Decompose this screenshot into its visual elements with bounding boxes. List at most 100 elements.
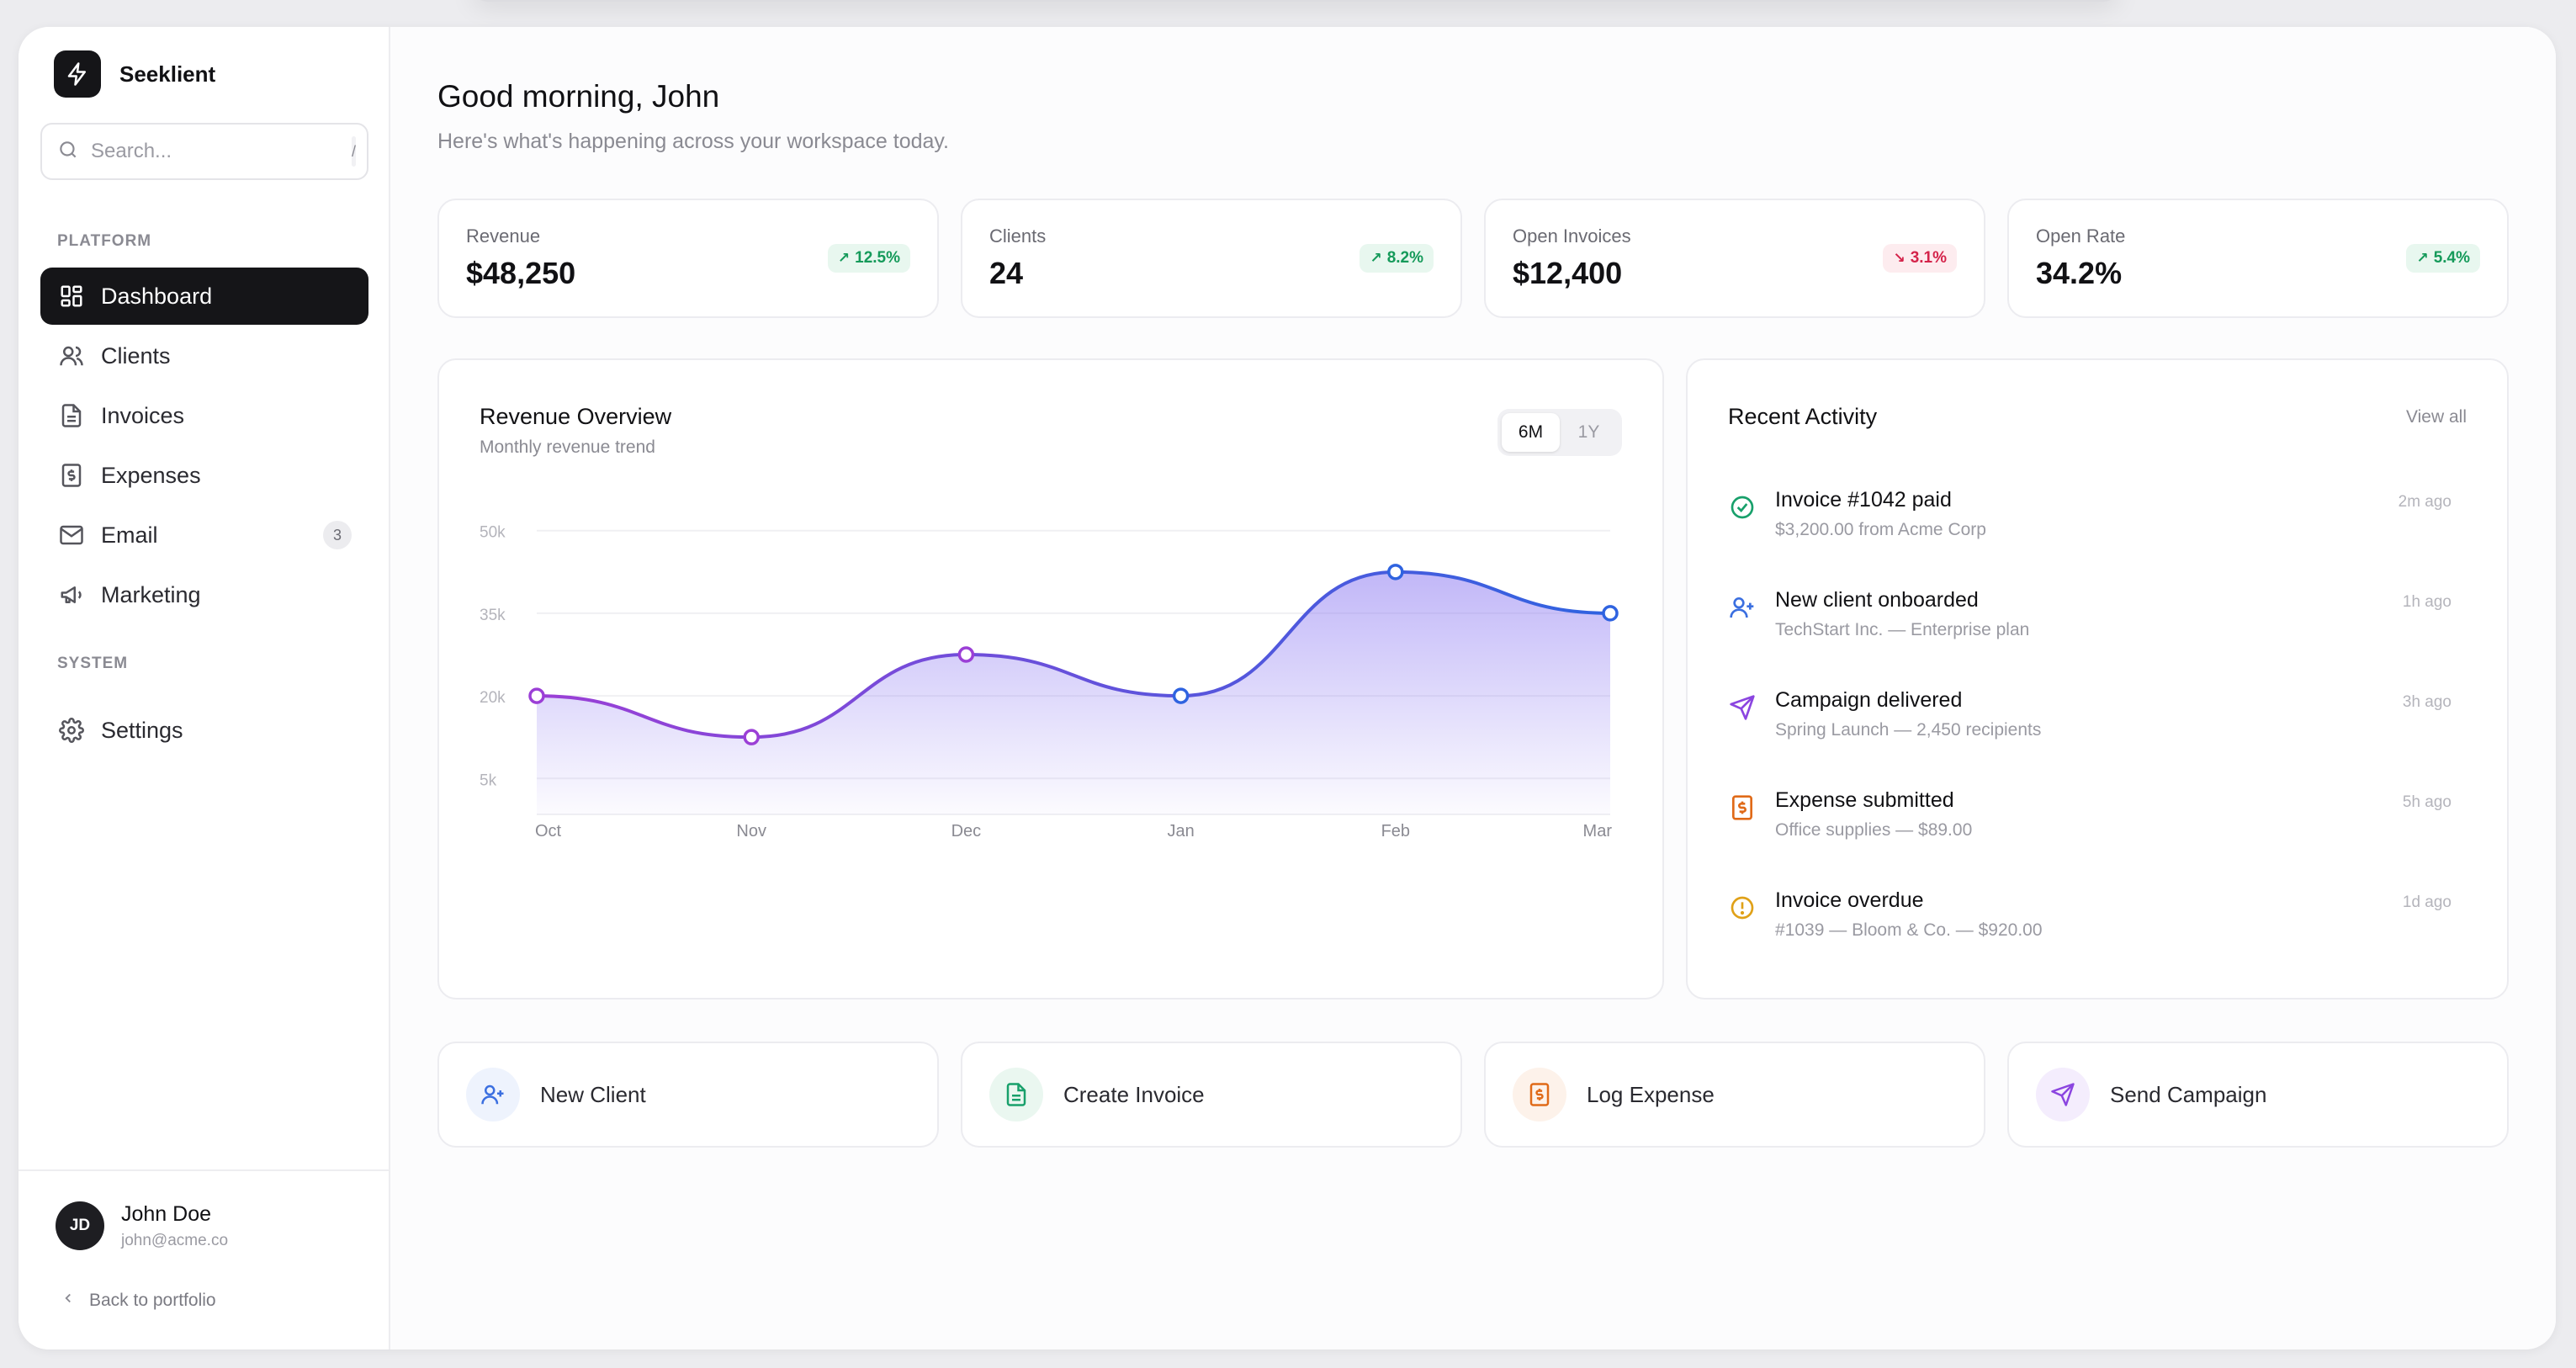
sidebar-item-email[interactable]: Email 3 — [40, 506, 368, 564]
stat-card-open-invoices: Open Invoices $12,400 ↘ 3.1% — [1484, 199, 1985, 318]
activity-desc: TechStart Inc. — Enterprise plan — [1775, 620, 2030, 639]
sidebar-item-invoices[interactable]: Invoices — [40, 387, 368, 444]
lightning-icon — [54, 50, 101, 98]
user-profile[interactable]: JD John Doe john@acme.co — [56, 1201, 228, 1250]
action-label: New Client — [540, 1081, 646, 1107]
alert-circle-icon — [1728, 893, 1757, 922]
series-area — [537, 571, 1610, 814]
page-title: Good morning, John — [437, 79, 720, 114]
sidebar-item-dashboard[interactable]: Dashboard — [40, 268, 368, 325]
data-point — [957, 646, 975, 663]
activity-item[interactable]: Expense submitted Office supplies — $89.… — [1728, 787, 2451, 854]
stat-card-open-rate: Open Rate 34.2% ↗ 5.4% — [2007, 199, 2509, 318]
sidebar-item-clients[interactable]: Clients — [40, 327, 368, 384]
x-tick-label: Feb — [1381, 822, 1410, 840]
data-point — [1602, 605, 1619, 622]
revenue-overview-card: Revenue Overview Monthly revenue trend 6… — [437, 358, 1664, 999]
arrow-up-right-icon: ↗ — [1370, 250, 1382, 266]
file-icon — [57, 401, 86, 430]
range-6m-button[interactable]: 6M — [1502, 413, 1560, 452]
activity-title: Invoice #1042 paid — [1775, 488, 1952, 512]
sidebar-item-label: Clients — [101, 342, 171, 369]
app-window: Seeklient / PLATFORM Dashboard Clients — [19, 27, 2556, 1349]
action-label: Create Invoice — [1063, 1081, 1205, 1107]
sidebar-item-label: Email — [101, 522, 158, 548]
activity-title: Invoice overdue — [1775, 888, 1924, 912]
x-tick-label: Jan — [1167, 822, 1194, 840]
megaphone-icon — [57, 581, 86, 609]
log-expense-button[interactable]: Log Expense — [1484, 1042, 1985, 1148]
create-invoice-button[interactable]: Create Invoice — [961, 1042, 1462, 1148]
x-tick-label: Nov — [736, 822, 766, 840]
activity-time: 5h ago — [2402, 793, 2451, 811]
activity-item[interactable]: Campaign delivered Spring Launch — 2,450… — [1728, 687, 2451, 754]
receipt-dollar-icon — [57, 461, 86, 490]
email-count-badge: 3 — [323, 521, 352, 549]
activity-time: 1h ago — [2402, 593, 2451, 611]
action-label: Send Campaign — [2110, 1081, 2267, 1107]
back-to-portfolio-link[interactable]: Back to portfolio — [61, 1291, 216, 1311]
avatar: JD — [56, 1201, 104, 1250]
search-box[interactable]: / — [40, 123, 368, 180]
user-email: john@acme.co — [121, 1231, 229, 1249]
file-text-icon — [989, 1068, 1043, 1121]
x-tick-label: Mar — [1583, 822, 1613, 840]
divider — [19, 1169, 389, 1171]
check-circle-icon — [1728, 493, 1757, 522]
revenue-chart: 50k 35k 20k 5k Oct Nov Dec Jan Feb Mar — [480, 524, 1619, 840]
stat-title: Clients — [989, 225, 1047, 247]
stat-value: 34.2% — [2036, 256, 2123, 290]
y-tick-label: 5k — [480, 771, 497, 789]
search-input[interactable] — [91, 140, 352, 163]
users-icon — [57, 342, 86, 370]
activity-desc: #1039 — Bloom & Co. — $920.00 — [1775, 920, 2043, 940]
data-point — [528, 687, 545, 704]
activity-time: 2m ago — [2398, 493, 2451, 511]
revenue-title: Revenue Overview — [480, 404, 672, 429]
stat-title: Open Invoices — [1513, 225, 1631, 247]
sidebar-item-settings[interactable]: Settings — [40, 702, 368, 759]
activity-desc: $3,200.00 from Acme Corp — [1775, 520, 1986, 539]
stat-title: Revenue — [466, 225, 541, 247]
revenue-subtitle: Monthly revenue trend — [480, 437, 655, 457]
x-tick-label: Oct — [535, 822, 562, 840]
range-toggle: 6M 1Y — [1497, 409, 1622, 456]
sidebar-item-label: Dashboard — [101, 283, 213, 309]
arrow-down-right-icon: ↘ — [1893, 250, 1905, 266]
activity-item[interactable]: Invoice #1042 paid $3,200.00 from Acme C… — [1728, 486, 2451, 554]
brand[interactable]: Seeklient — [54, 50, 215, 98]
activity-time: 1d ago — [2402, 893, 2451, 911]
shortcut-hint: / — [352, 136, 357, 167]
new-client-button[interactable]: New Client — [437, 1042, 939, 1148]
send-campaign-button[interactable]: Send Campaign — [2007, 1042, 2509, 1148]
activity-time: 3h ago — [2402, 693, 2451, 711]
activity-title: New client onboarded — [1775, 588, 1979, 612]
range-1y-button[interactable]: 1Y — [1577, 422, 1600, 442]
sidebar-item-label: Expenses — [101, 462, 201, 488]
chevron-left-icon — [61, 1291, 76, 1311]
arrow-up-right-icon: ↗ — [837, 250, 851, 266]
brand-name: Seeklient — [119, 61, 216, 87]
send-icon — [1728, 693, 1757, 722]
recent-activity-card: Recent Activity View all Invoice #1042 p… — [1686, 358, 2509, 999]
data-point — [1387, 564, 1404, 581]
sidebar: Seeklient / PLATFORM Dashboard Clients — [19, 27, 390, 1349]
sidebar-item-expenses[interactable]: Expenses — [40, 447, 368, 504]
activity-item[interactable]: New client onboarded TechStart Inc. — En… — [1728, 586, 2451, 654]
sidebar-item-label: Settings — [101, 717, 183, 743]
sidebar-item-label: Marketing — [101, 581, 201, 607]
data-point — [1172, 687, 1190, 704]
stat-delta-badge: ↗ 8.2% — [1360, 244, 1434, 273]
activity-item[interactable]: Invoice overdue #1039 — Bloom & Co. — $9… — [1728, 887, 2451, 954]
y-tick-label: 20k — [480, 689, 506, 707]
x-tick-label: Dec — [951, 822, 982, 840]
stat-value: 24 — [989, 256, 1024, 290]
activity-desc: Office supplies — $89.00 — [1775, 820, 1973, 840]
stat-card-clients: Clients 24 ↗ 8.2% — [961, 199, 1462, 318]
mail-icon — [57, 521, 86, 549]
view-all-link[interactable]: View all — [2406, 407, 2467, 427]
data-point — [743, 729, 760, 745]
page-subtitle: Here's what's happening across your work… — [437, 130, 950, 153]
stat-title: Open Rate — [2036, 225, 2126, 247]
sidebar-item-marketing[interactable]: Marketing — [40, 566, 368, 623]
